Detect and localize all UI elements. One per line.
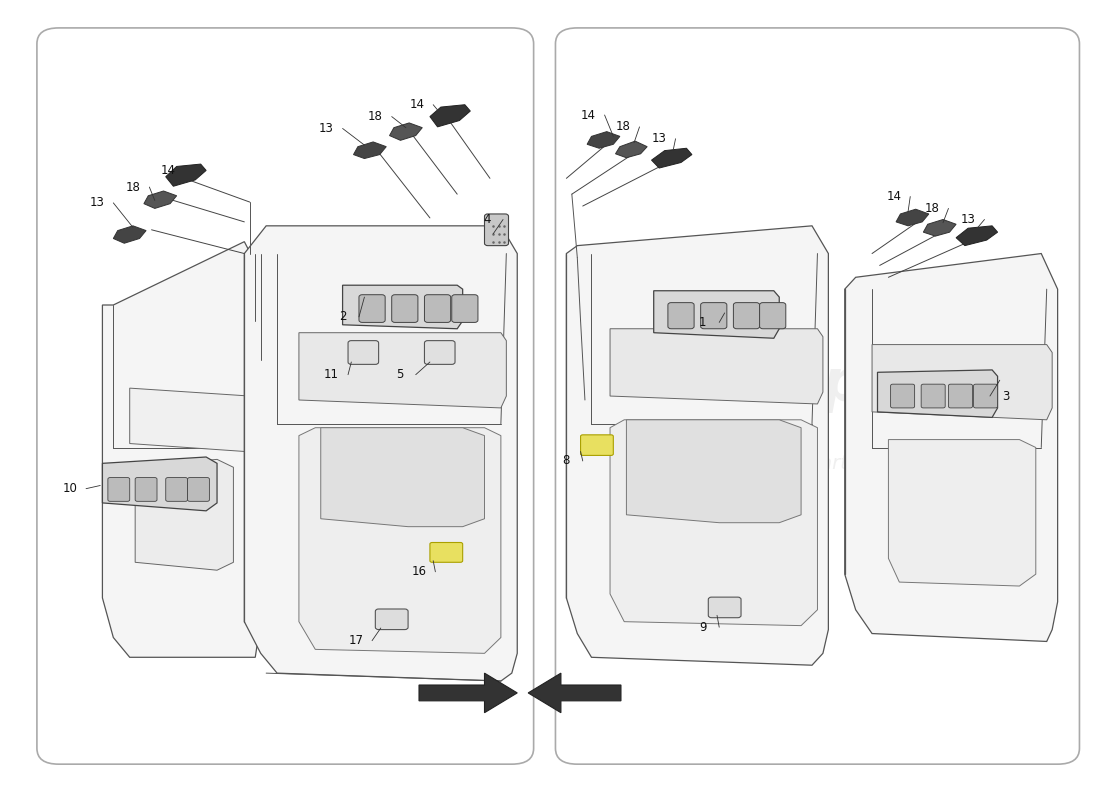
Polygon shape	[135, 459, 233, 570]
Polygon shape	[587, 132, 620, 148]
Text: a passion for parts since 1985: a passion for parts since 1985	[675, 454, 970, 473]
Text: 13: 13	[319, 122, 333, 135]
FancyBboxPatch shape	[921, 384, 945, 408]
Text: 16: 16	[411, 566, 427, 578]
Polygon shape	[166, 164, 206, 186]
Text: 13: 13	[651, 132, 667, 146]
Polygon shape	[321, 428, 484, 526]
Text: 14: 14	[409, 98, 425, 111]
Polygon shape	[872, 345, 1053, 420]
Polygon shape	[113, 226, 146, 243]
FancyBboxPatch shape	[188, 478, 209, 502]
Polygon shape	[353, 142, 386, 158]
FancyBboxPatch shape	[348, 341, 378, 364]
Text: 18: 18	[125, 181, 141, 194]
Polygon shape	[956, 226, 998, 246]
FancyBboxPatch shape	[484, 214, 508, 246]
FancyBboxPatch shape	[734, 302, 760, 329]
Text: 1: 1	[700, 316, 706, 329]
Polygon shape	[845, 254, 1057, 642]
Polygon shape	[653, 290, 779, 338]
Text: eurospares: eurospares	[638, 356, 1008, 413]
FancyBboxPatch shape	[166, 478, 188, 502]
FancyBboxPatch shape	[701, 302, 727, 329]
Polygon shape	[923, 219, 956, 236]
Polygon shape	[299, 428, 500, 654]
Text: 14: 14	[581, 109, 596, 122]
Polygon shape	[342, 286, 463, 329]
Polygon shape	[430, 105, 471, 127]
FancyBboxPatch shape	[708, 597, 741, 618]
Text: 3: 3	[1002, 390, 1010, 402]
Polygon shape	[626, 420, 801, 522]
FancyBboxPatch shape	[425, 294, 451, 322]
FancyBboxPatch shape	[430, 542, 463, 562]
FancyBboxPatch shape	[974, 384, 998, 408]
Polygon shape	[889, 439, 1036, 586]
Polygon shape	[244, 226, 517, 681]
FancyBboxPatch shape	[668, 302, 694, 329]
Text: 8: 8	[563, 454, 570, 467]
Text: 18: 18	[616, 120, 630, 134]
FancyBboxPatch shape	[392, 294, 418, 322]
Polygon shape	[299, 333, 506, 408]
Text: 13: 13	[960, 213, 976, 226]
FancyBboxPatch shape	[37, 28, 534, 764]
Polygon shape	[651, 148, 692, 168]
Text: 13: 13	[89, 196, 104, 210]
FancyBboxPatch shape	[375, 609, 408, 630]
Polygon shape	[878, 370, 998, 418]
Polygon shape	[896, 210, 928, 226]
Polygon shape	[144, 191, 177, 209]
Polygon shape	[102, 242, 261, 658]
Polygon shape	[389, 123, 422, 140]
Polygon shape	[610, 329, 823, 404]
FancyBboxPatch shape	[948, 384, 972, 408]
Polygon shape	[616, 141, 647, 158]
Text: 14: 14	[161, 164, 175, 177]
Polygon shape	[610, 420, 817, 626]
Polygon shape	[528, 673, 622, 713]
FancyBboxPatch shape	[581, 435, 614, 455]
FancyBboxPatch shape	[891, 384, 914, 408]
Polygon shape	[130, 388, 250, 451]
Text: 18: 18	[367, 110, 383, 123]
FancyBboxPatch shape	[760, 302, 785, 329]
Polygon shape	[419, 673, 517, 713]
Text: 17: 17	[349, 634, 363, 647]
Polygon shape	[566, 226, 828, 666]
Text: 4: 4	[483, 213, 491, 226]
FancyBboxPatch shape	[135, 478, 157, 502]
Text: 5: 5	[396, 368, 403, 381]
Text: 14: 14	[887, 190, 901, 203]
FancyBboxPatch shape	[425, 341, 455, 364]
Text: 2: 2	[339, 310, 346, 323]
Text: 11: 11	[324, 368, 339, 381]
FancyBboxPatch shape	[108, 478, 130, 502]
Text: 9: 9	[700, 621, 706, 634]
FancyBboxPatch shape	[359, 294, 385, 322]
Text: 18: 18	[925, 202, 939, 215]
FancyBboxPatch shape	[556, 28, 1079, 764]
FancyBboxPatch shape	[452, 294, 477, 322]
Polygon shape	[102, 457, 217, 511]
Text: 10: 10	[63, 482, 77, 495]
